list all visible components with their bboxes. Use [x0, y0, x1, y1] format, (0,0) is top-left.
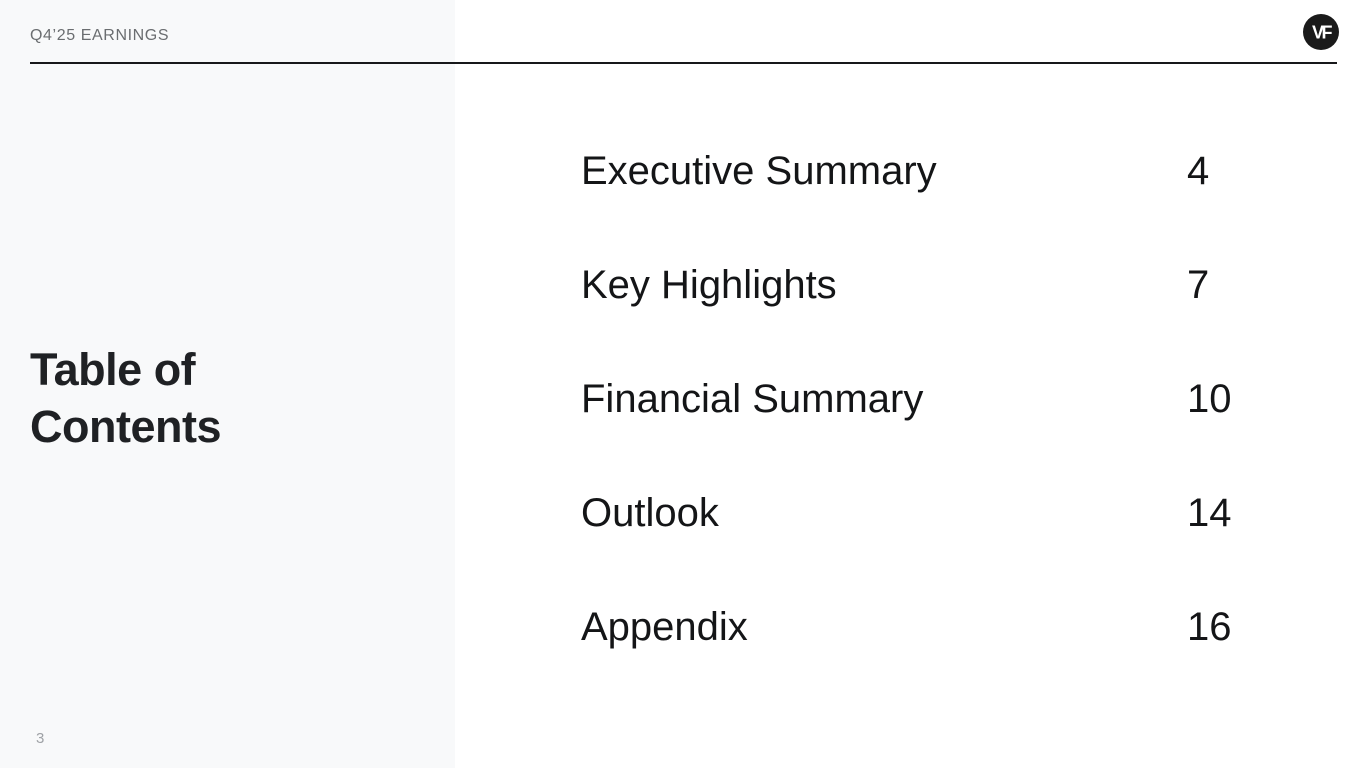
- toc-entry-label: Financial Summary: [581, 377, 924, 421]
- toc-entry-label: Appendix: [581, 605, 748, 649]
- toc-entry-page-number: 10: [1187, 377, 1232, 421]
- toc-entry-label: Key Highlights: [581, 263, 837, 307]
- toc-entry-page-number: 16: [1187, 605, 1232, 649]
- vf-logo-text: VF: [1312, 23, 1333, 43]
- slide-page-number: 3: [36, 730, 45, 747]
- toc-entry-executive-summary[interactable]: Executive Summary 4: [581, 150, 1261, 192]
- toc-entry-label: Outlook: [581, 491, 719, 535]
- page-title: Table of Contents: [30, 344, 222, 452]
- toc-entry-label: Executive Summary: [581, 149, 937, 193]
- header-eyebrow-label: Q4’25 EARNINGS: [30, 27, 170, 44]
- toc-entry-page-number: 7: [1187, 263, 1210, 307]
- sidebar-panel: [0, 0, 455, 768]
- toc-entry-page-number: 4: [1187, 149, 1210, 193]
- toc-entry-outlook[interactable]: Outlook 14: [581, 492, 1261, 534]
- table-of-contents-list: Executive Summary 4 Key Highlights 7 Fin…: [581, 150, 1261, 720]
- toc-entry-appendix[interactable]: Appendix 16: [581, 606, 1261, 648]
- toc-entry-key-highlights[interactable]: Key Highlights 7: [581, 264, 1261, 306]
- toc-entry-page-number: 14: [1187, 491, 1232, 535]
- vf-logo-icon: VF: [1303, 14, 1339, 50]
- header-divider-line: [30, 62, 1337, 64]
- toc-entry-financial-summary[interactable]: Financial Summary 10: [581, 378, 1261, 420]
